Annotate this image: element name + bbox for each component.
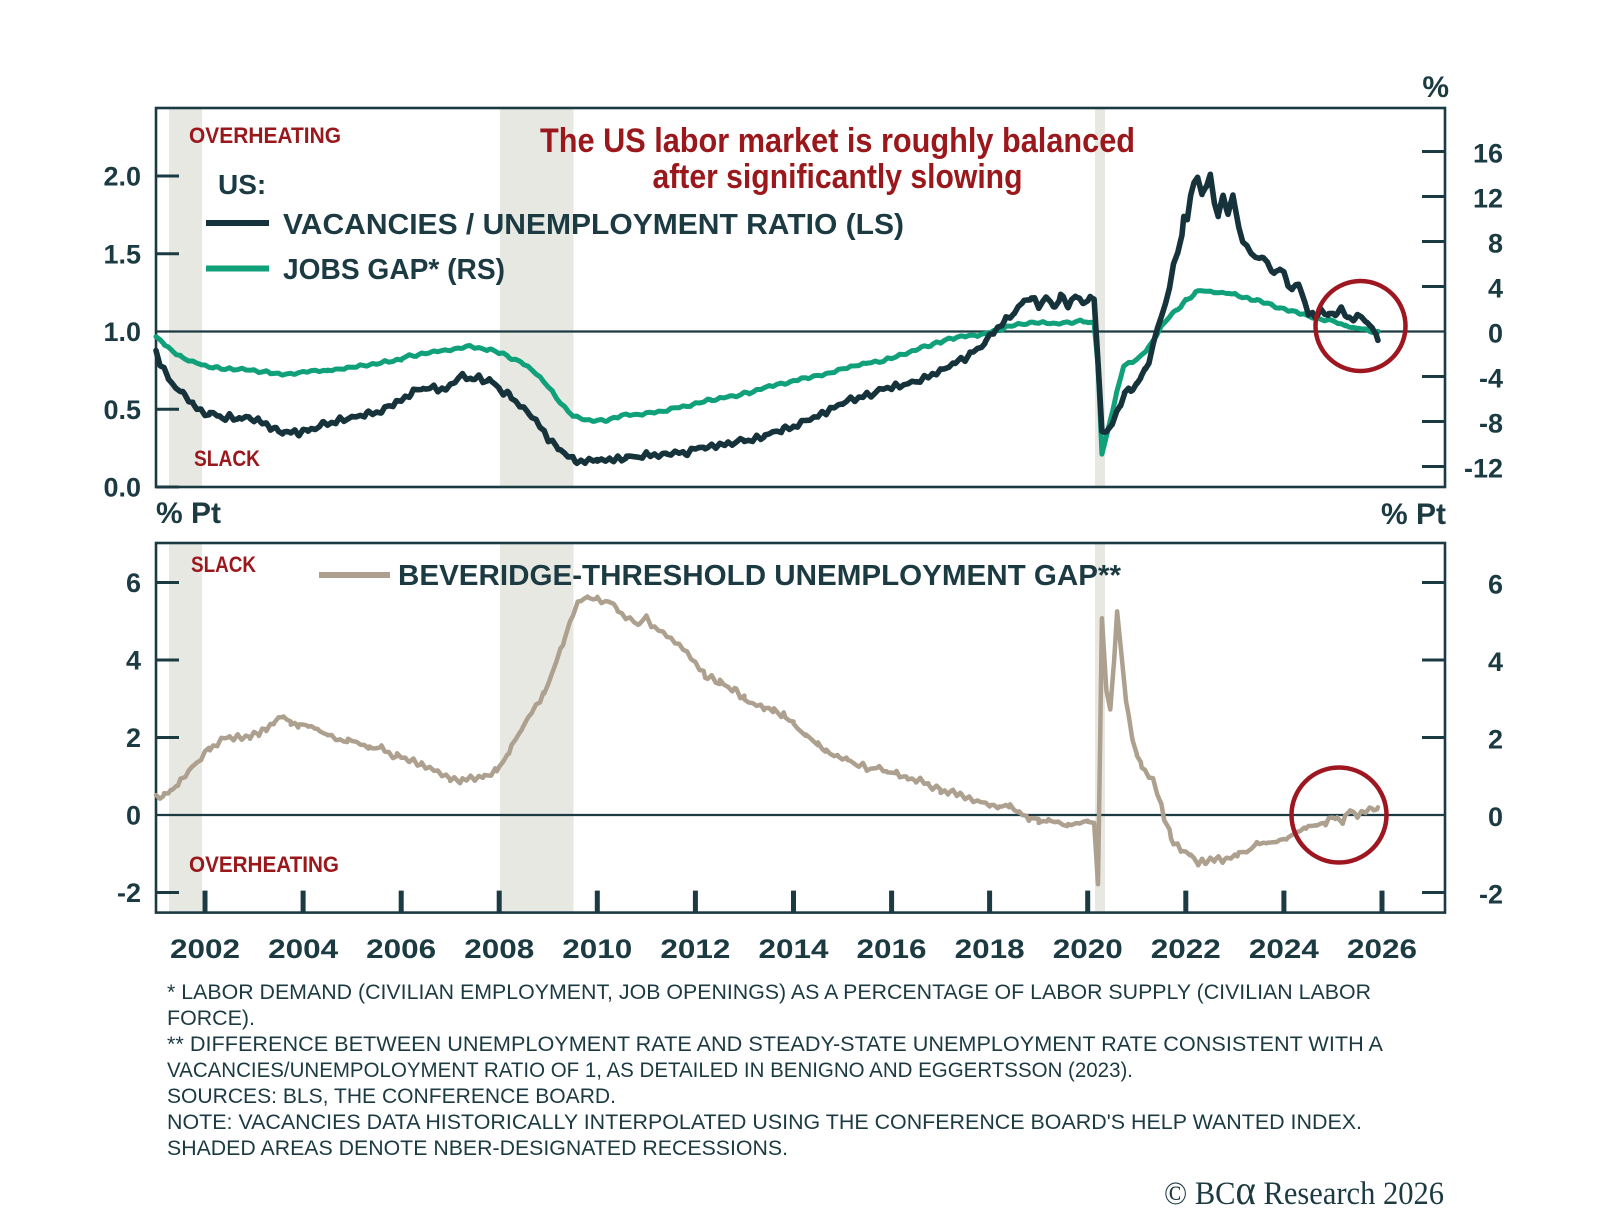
svg-text:0.0: 0.0	[103, 473, 141, 503]
svg-text:-12: -12	[1464, 454, 1503, 484]
svg-text:4: 4	[126, 646, 141, 676]
svg-text:The US labor market is roughly: The US labor market is roughly balanced	[540, 122, 1135, 160]
svg-text:2014: 2014	[758, 934, 828, 964]
svg-text:0: 0	[1488, 319, 1503, 349]
svg-text:12: 12	[1473, 184, 1503, 214]
svg-text:US:: US:	[218, 169, 266, 200]
svg-text:2016: 2016	[857, 934, 927, 964]
svg-text:6: 6	[1488, 570, 1503, 600]
svg-text:2012: 2012	[660, 934, 730, 964]
svg-text:4: 4	[1488, 647, 1503, 677]
svg-text:VACANCIES / UNEMPLOYMENT RATIO: VACANCIES / UNEMPLOYMENT RATIO (LS)	[283, 209, 904, 241]
svg-text:* LABOR DEMAND (CIVILIAN EMPLO: * LABOR DEMAND (CIVILIAN EMPLOYMENT, JOB…	[167, 981, 1371, 1004]
svg-text:2020: 2020	[1053, 934, 1123, 964]
svg-text:after significantly slowing: after significantly slowing	[653, 158, 1023, 196]
svg-text:2.0: 2.0	[103, 162, 141, 192]
svg-text:2006: 2006	[366, 934, 436, 964]
svg-text:OVERHEATING: OVERHEATING	[189, 852, 339, 877]
svg-text:2: 2	[126, 723, 141, 753]
svg-text:% Pt: % Pt	[1381, 498, 1446, 531]
svg-text:-2: -2	[1479, 880, 1503, 910]
svg-text:© BCα Research 2026: © BCα Research 2026	[1164, 1168, 1444, 1213]
svg-text:2: 2	[1488, 725, 1503, 755]
svg-text:0: 0	[126, 801, 141, 831]
svg-text:OVERHEATING: OVERHEATING	[189, 123, 341, 148]
svg-text:2022: 2022	[1151, 934, 1221, 964]
svg-text:FORCE).: FORCE).	[167, 1007, 255, 1030]
svg-text:6: 6	[126, 568, 141, 598]
svg-text:% Pt: % Pt	[156, 497, 221, 530]
svg-text:SLACK: SLACK	[191, 552, 256, 577]
svg-text:-2: -2	[117, 878, 141, 908]
svg-text:0.5: 0.5	[103, 395, 141, 425]
svg-text:%: %	[1422, 71, 1449, 104]
svg-text:8: 8	[1488, 229, 1503, 259]
svg-text:2024: 2024	[1249, 934, 1319, 964]
svg-text:JOBS GAP* (RS): JOBS GAP* (RS)	[283, 254, 505, 286]
svg-text:4: 4	[1488, 274, 1503, 304]
svg-text:SHADED AREAS DENOTE NBER-DESIG: SHADED AREAS DENOTE NBER-DESIGNATED RECE…	[167, 1137, 788, 1160]
svg-text:-8: -8	[1479, 409, 1503, 439]
svg-text:2026: 2026	[1347, 934, 1417, 964]
svg-text:2008: 2008	[464, 934, 534, 964]
svg-text:2004: 2004	[268, 934, 338, 964]
svg-text:BEVERIDGE-THRESHOLD UNEMPLOYME: BEVERIDGE-THRESHOLD UNEMPLOYMENT GAP**	[398, 560, 1122, 592]
svg-text:2002: 2002	[170, 934, 240, 964]
svg-text:SOURCES: BLS, THE CONFERENCE B: SOURCES: BLS, THE CONFERENCE BOARD.	[167, 1085, 616, 1108]
svg-text:** DIFFERENCE BETWEEN UNEMPLOY: ** DIFFERENCE BETWEEN UNEMPLOYMENT RATE …	[167, 1033, 1383, 1056]
svg-text:0: 0	[1488, 802, 1503, 832]
svg-text:NOTE: VACANCIES DATA HISTORICA: NOTE: VACANCIES DATA HISTORICALLY INTERP…	[167, 1111, 1362, 1134]
svg-text:2018: 2018	[955, 934, 1025, 964]
svg-text:1.5: 1.5	[103, 239, 141, 269]
svg-text:SLACK: SLACK	[194, 446, 260, 471]
svg-text:2010: 2010	[562, 934, 632, 964]
svg-text:1.0: 1.0	[103, 317, 141, 347]
svg-text:VACANCIES/UNEMPOLOYMENT RATIO: VACANCIES/UNEMPOLOYMENT RATIO OF 1, AS D…	[167, 1059, 1133, 1082]
svg-text:-4: -4	[1479, 364, 1503, 394]
svg-text:16: 16	[1473, 139, 1503, 169]
